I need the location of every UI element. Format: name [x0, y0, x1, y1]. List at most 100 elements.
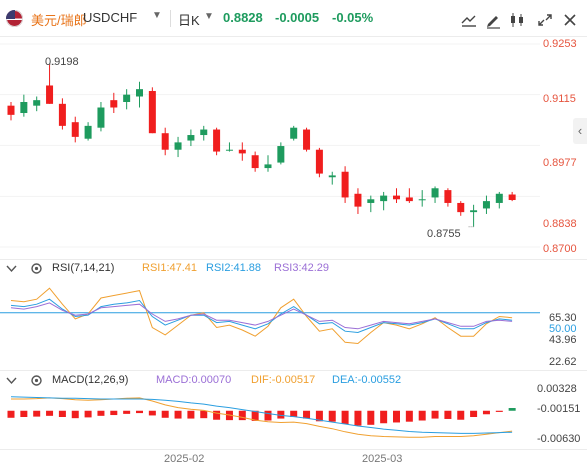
candle-body — [84, 125, 92, 139]
candle-body — [148, 90, 156, 134]
macd-histogram-bar — [405, 410, 413, 422]
macd-histogram-bar — [470, 410, 478, 417]
dea-value: DEA:-0.00552 — [332, 374, 402, 386]
rsi-title[interactable]: RSI(7,14,21) — [52, 262, 115, 274]
settings-gear-icon[interactable] — [30, 262, 43, 275]
macd-axis-label: -0.00630 — [537, 433, 581, 445]
candle-body — [303, 129, 311, 150]
candle-body — [20, 102, 28, 114]
macd-histogram-bar — [161, 410, 169, 418]
us-flag-icon — [6, 10, 23, 27]
candle-body — [46, 85, 54, 104]
rsi1-value: RSI1:47.41 — [142, 262, 198, 274]
rsi2-value: RSI2:41.88 — [206, 262, 262, 274]
macd-histogram-bar — [238, 410, 246, 421]
rsi-axis-label: 43.96 — [549, 334, 577, 346]
close-icon[interactable] — [560, 11, 580, 29]
candle-body — [470, 210, 478, 213]
macd-histogram-bar — [328, 410, 336, 422]
macd-histogram-bar — [277, 410, 285, 419]
collapse-eye-icon[interactable] — [6, 375, 17, 386]
price-change: -0.0005 — [275, 10, 320, 25]
collapse-eye-icon[interactable] — [6, 263, 17, 274]
macd-histogram-bar — [431, 410, 439, 419]
macd-chart[interactable] — [0, 390, 540, 445]
period-dropdown-icon[interactable]: ▼ — [204, 11, 214, 22]
header-divider — [0, 36, 587, 37]
candle-body — [354, 193, 362, 207]
date-axis-label: 2025-03 — [362, 453, 403, 465]
macd-histogram-bar — [20, 410, 28, 417]
macd-histogram-bar — [457, 410, 465, 420]
macd-histogram-bar — [200, 410, 208, 419]
symbol-dropdown-icon[interactable]: ▼ — [152, 10, 162, 21]
macd-histogram-bar — [508, 408, 516, 411]
line-tool-icon[interactable] — [459, 11, 479, 29]
last-price: 0.8828 — [223, 10, 263, 25]
macd-histogram-bar — [7, 410, 15, 418]
period-selector[interactable]: 日K — [178, 13, 200, 28]
candle-body — [482, 201, 490, 209]
macd-histogram-bar — [264, 410, 272, 421]
candle-body — [58, 103, 66, 126]
macd-histogram-bar — [341, 410, 349, 425]
low-price-annotation: 0.8755 — [427, 228, 461, 240]
macd-histogram-bar — [495, 410, 503, 412]
candle-body — [444, 190, 452, 203]
candle-body — [251, 155, 259, 169]
fullscreen-icon[interactable] — [535, 11, 555, 29]
macd-histogram-bar — [380, 410, 388, 424]
candle-body — [7, 105, 15, 115]
macd-histogram-bar — [71, 410, 79, 419]
candle-body — [290, 127, 298, 139]
candlestick-icon[interactable] — [507, 11, 527, 29]
candle-body — [123, 94, 131, 102]
macd-histogram-bar — [444, 410, 452, 419]
symbol-selector[interactable]: USDCHF — [83, 10, 138, 25]
collapse-panel-chevron-icon[interactable]: ‹ — [573, 118, 587, 144]
macd-histogram-bar — [84, 410, 92, 418]
pair-name: 美元/瑞郎 — [31, 13, 87, 28]
pane-divider — [0, 259, 587, 260]
candle-body — [508, 194, 516, 201]
candle-body — [315, 149, 323, 174]
macd-title[interactable]: MACD(12,26,9) — [52, 374, 129, 386]
candle-body — [418, 199, 426, 201]
candle-body — [367, 199, 375, 203]
candle-body — [97, 107, 105, 128]
candle-body — [136, 89, 143, 97]
dea-line — [10, 396, 513, 434]
macd-histogram-bar — [136, 410, 143, 414]
candle-body — [213, 129, 221, 152]
rsi-chart[interactable] — [0, 278, 540, 366]
macd-histogram-bar — [58, 410, 66, 417]
price-axis-label: 0.8838 — [543, 218, 577, 230]
pencil-icon[interactable] — [483, 11, 503, 29]
candlestick-chart[interactable] — [0, 36, 540, 262]
candle-body — [495, 193, 503, 203]
macd-histogram-bar — [251, 410, 259, 421]
price-axis-label: 0.9115 — [543, 93, 576, 105]
candle-body — [341, 171, 349, 198]
macd-histogram-bar — [110, 410, 118, 416]
macd-histogram-bar — [393, 410, 400, 423]
settings-gear-icon[interactable] — [30, 374, 43, 387]
candle-body — [187, 135, 195, 141]
candle-body — [264, 164, 272, 169]
macd-histogram-bar — [418, 410, 426, 421]
macd-axis-label: -0.00151 — [537, 403, 581, 415]
macd-histogram-bar — [148, 410, 156, 416]
rsi2-line — [10, 298, 513, 334]
macd-histogram-bar — [97, 410, 105, 416]
candle-body — [393, 195, 400, 200]
price-change-percent: -0.05% — [332, 10, 374, 25]
rsi3-value: RSI3:42.29 — [274, 262, 330, 274]
macd-histogram-bar — [315, 410, 323, 422]
rsi-axis-label: 22.62 — [549, 356, 577, 368]
macd-histogram-bar — [187, 410, 195, 419]
candle-body — [405, 197, 413, 202]
macd-histogram-bar — [482, 410, 490, 415]
macd-histogram-bar — [290, 410, 298, 417]
candle-body — [457, 202, 465, 213]
pane-divider — [0, 370, 587, 371]
